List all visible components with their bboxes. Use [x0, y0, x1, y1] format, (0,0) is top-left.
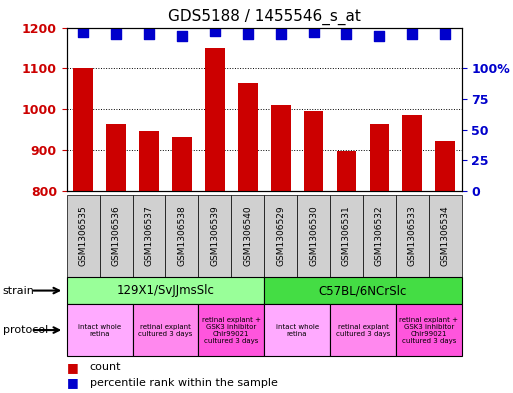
Point — [178, 33, 186, 39]
Text: intact whole
retina: intact whole retina — [275, 323, 319, 336]
Point — [211, 28, 219, 34]
Point — [408, 31, 417, 37]
Text: C57BL/6NCrSlc: C57BL/6NCrSlc — [319, 284, 407, 297]
Text: retinal explant
cultured 3 days: retinal explant cultured 3 days — [139, 323, 192, 336]
Title: GDS5188 / 1455546_s_at: GDS5188 / 1455546_s_at — [168, 9, 361, 25]
Point — [309, 29, 318, 35]
Point — [376, 33, 384, 39]
Text: strain: strain — [3, 286, 34, 296]
Text: count: count — [90, 362, 121, 372]
Bar — [139, 130, 159, 191]
Text: GSM1306529: GSM1306529 — [276, 206, 285, 266]
Text: intact whole
retina: intact whole retina — [78, 323, 121, 336]
Text: GSM1306533: GSM1306533 — [408, 206, 417, 266]
Text: GSM1306535: GSM1306535 — [78, 206, 88, 266]
Text: GSM1306540: GSM1306540 — [243, 206, 252, 266]
Text: retinal explant
cultured 3 days: retinal explant cultured 3 days — [336, 323, 390, 336]
Text: retinal explant +
GSK3 inhibitor
Chir99021
cultured 3 days: retinal explant + GSK3 inhibitor Chir990… — [202, 317, 261, 343]
Text: GSM1306532: GSM1306532 — [375, 206, 384, 266]
Text: percentile rank within the sample: percentile rank within the sample — [90, 378, 278, 388]
Point — [112, 31, 120, 37]
Text: GSM1306537: GSM1306537 — [145, 206, 153, 266]
Bar — [205, 48, 225, 191]
Bar — [172, 137, 192, 191]
Point — [441, 31, 449, 37]
Text: ■: ■ — [67, 376, 78, 389]
Bar — [402, 116, 422, 191]
Text: retinal explant +
GSK3 inhibitor
Chir99021
cultured 3 days: retinal explant + GSK3 inhibitor Chir990… — [399, 317, 458, 343]
Text: GSM1306530: GSM1306530 — [309, 206, 318, 266]
Bar — [73, 68, 93, 191]
Text: 129X1/SvJJmsSlc: 129X1/SvJJmsSlc — [116, 284, 214, 297]
Bar — [304, 111, 323, 191]
Text: GSM1306536: GSM1306536 — [111, 206, 121, 266]
Bar — [337, 151, 357, 191]
Text: GSM1306534: GSM1306534 — [441, 206, 450, 266]
Text: GSM1306531: GSM1306531 — [342, 206, 351, 266]
Point — [145, 31, 153, 37]
Point — [79, 29, 87, 35]
Text: GSM1306539: GSM1306539 — [210, 206, 220, 266]
Point — [244, 31, 252, 37]
Bar — [271, 105, 290, 191]
Bar — [238, 83, 258, 191]
Bar — [369, 124, 389, 191]
Point — [342, 31, 350, 37]
Text: ■: ■ — [67, 361, 78, 374]
Text: protocol: protocol — [3, 325, 48, 335]
Bar — [106, 124, 126, 191]
Point — [277, 31, 285, 37]
Bar — [436, 141, 455, 191]
Text: GSM1306538: GSM1306538 — [177, 206, 186, 266]
